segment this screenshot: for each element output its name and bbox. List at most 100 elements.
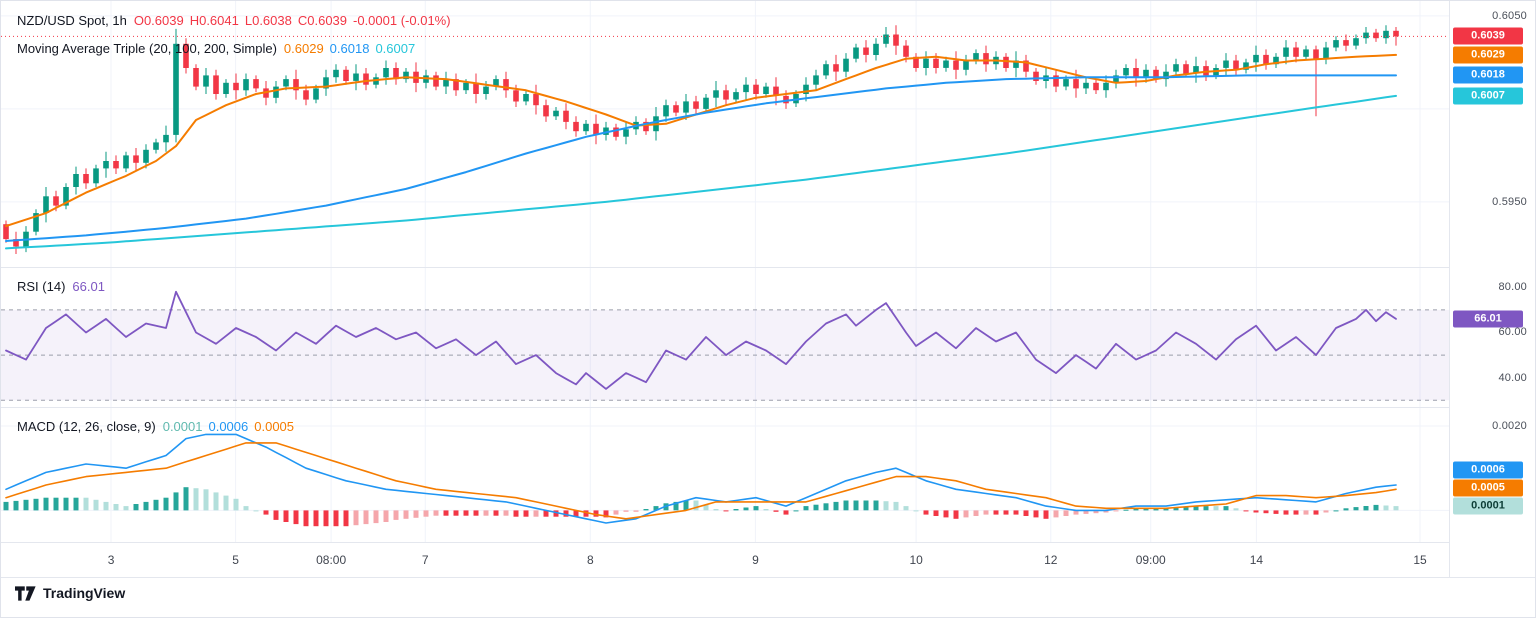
price-axis-label: 0.5950	[1492, 195, 1527, 208]
tradingview-wordmark: TradingView	[43, 585, 126, 601]
macd-histogram-bar	[573, 510, 579, 517]
candle-body	[1263, 54, 1269, 65]
last-price-badge: 0.6039	[1453, 27, 1523, 45]
macd-hist-badge: 0.0001	[1453, 497, 1523, 515]
candle-body	[1363, 32, 1369, 39]
macd-histogram-bar	[53, 497, 59, 511]
macd-histogram-bar	[383, 510, 389, 522]
candle-body	[583, 123, 589, 132]
candle-body	[813, 75, 819, 85]
candle-body	[13, 239, 19, 247]
price-axis-label: 0.6050	[1492, 9, 1527, 22]
macd-histogram-bar	[793, 510, 799, 512]
candle-body	[473, 82, 479, 94]
macd-legend[interactable]: MACD (12, 26, close, 9) 0.0001 0.0006 0.…	[17, 419, 294, 434]
candle-body	[593, 123, 599, 135]
macd-histogram-bar	[723, 510, 729, 512]
candle-body	[383, 68, 389, 78]
candle-body	[753, 84, 759, 94]
time-label: 14	[1249, 552, 1264, 567]
macd-histogram-bar	[993, 510, 999, 515]
candle-body	[323, 77, 329, 89]
macd-histogram-bar	[1113, 510, 1119, 512]
macd-histogram-bar	[533, 510, 539, 517]
macd-histogram-bar	[1013, 510, 1019, 515]
macd-histogram-bar	[293, 510, 299, 525]
rsi-macd-divider[interactable]	[1, 407, 1535, 408]
macd-histogram-bar	[403, 510, 409, 519]
candle-body	[943, 60, 949, 68]
ma200-value: 0.6007	[375, 41, 416, 56]
chart-canvas[interactable]	[1, 1, 1449, 542]
macd-histogram-bar	[1273, 510, 1279, 514]
candle-body	[1323, 47, 1329, 59]
candle-body	[1053, 75, 1059, 87]
candle-body	[1293, 47, 1299, 57]
macd-histogram-bar	[1323, 510, 1329, 513]
candle-body	[833, 64, 839, 72]
candle-body	[933, 58, 939, 68]
candle-body	[823, 64, 829, 76]
candle-body	[1393, 30, 1399, 37]
rsi-value: 66.01	[72, 279, 105, 294]
candle-body	[1253, 54, 1259, 63]
macd-histogram-bar	[353, 510, 359, 526]
candle-body	[683, 101, 689, 113]
macd-histogram-bar	[1373, 504, 1379, 511]
ma100-value: 0.6018	[329, 41, 370, 56]
candle-body	[1003, 56, 1009, 68]
macd-histogram-bar	[433, 510, 439, 516]
candle-body	[973, 53, 979, 61]
macd-signal-badge: 0.0005	[1453, 479, 1523, 497]
tradingview-branding[interactable]: TradingView	[15, 585, 125, 601]
macd-histogram-bar	[523, 510, 529, 517]
ma100-line	[5, 74, 1397, 242]
candle-body	[1283, 47, 1289, 57]
macd-histogram-bar	[1193, 506, 1199, 511]
candle-body	[3, 224, 9, 240]
macd-histogram-bar	[163, 497, 169, 511]
macd-histogram-bar	[233, 498, 239, 511]
candle-body	[463, 82, 469, 91]
candle-body	[103, 161, 109, 169]
candle-body	[923, 58, 929, 68]
time-scale[interactable]: 3 5 08:00 7 8 9 10 12 09:00 14 15	[1, 542, 1449, 577]
time-label: 3	[107, 552, 115, 567]
macd-histogram-bar	[93, 499, 99, 511]
macd-histogram-bar	[773, 510, 779, 512]
price-rsi-divider[interactable]	[1, 267, 1535, 268]
macd-histogram-bar	[83, 497, 89, 511]
macd-histogram-bar	[623, 510, 629, 512]
macd-histogram-bar	[423, 510, 429, 517]
macd-histogram-bar	[873, 500, 879, 511]
candle-body	[563, 110, 569, 122]
ma-triple-legend[interactable]: Moving Average Triple (20, 100, 200, Sim…	[17, 41, 415, 56]
macd-histogram-bar	[943, 510, 949, 518]
symbol-legend[interactable]: NZD/USD Spot, 1h O0.6039 H0.6041 L0.6038…	[17, 13, 451, 28]
ma200-line	[5, 94, 1397, 250]
candle-body	[643, 121, 649, 132]
macd-histogram-bar	[1353, 507, 1359, 511]
macd-histogram-bar	[1213, 506, 1219, 511]
candle-body	[613, 127, 619, 137]
macd-hist-value: 0.0001	[162, 419, 203, 434]
candle-body	[1333, 40, 1339, 48]
price-scale[interactable]: 0.6050 0.5950 80.00 60.00 40.00 0.0020 0.6039 0…	[1449, 1, 1535, 577]
macd-histogram-bar	[243, 506, 249, 511]
macd-histogram-bar	[263, 510, 269, 515]
candle-body	[1103, 82, 1109, 91]
candle-body	[163, 134, 169, 143]
macd-histogram-bar	[863, 500, 869, 511]
macd-histogram-bar	[373, 510, 379, 524]
macd-histogram-bar	[1243, 510, 1249, 512]
candle-body	[703, 97, 709, 109]
candle-body	[1273, 56, 1279, 65]
rsi-legend[interactable]: RSI (14) 66.01	[17, 279, 105, 294]
macd-histogram-bar	[1003, 510, 1009, 515]
time-label: 12	[1044, 552, 1058, 567]
macd-histogram-bar	[683, 500, 689, 511]
time-label: 8	[586, 552, 594, 567]
candle-body	[1373, 32, 1379, 39]
macd-histogram-bar	[653, 506, 659, 511]
